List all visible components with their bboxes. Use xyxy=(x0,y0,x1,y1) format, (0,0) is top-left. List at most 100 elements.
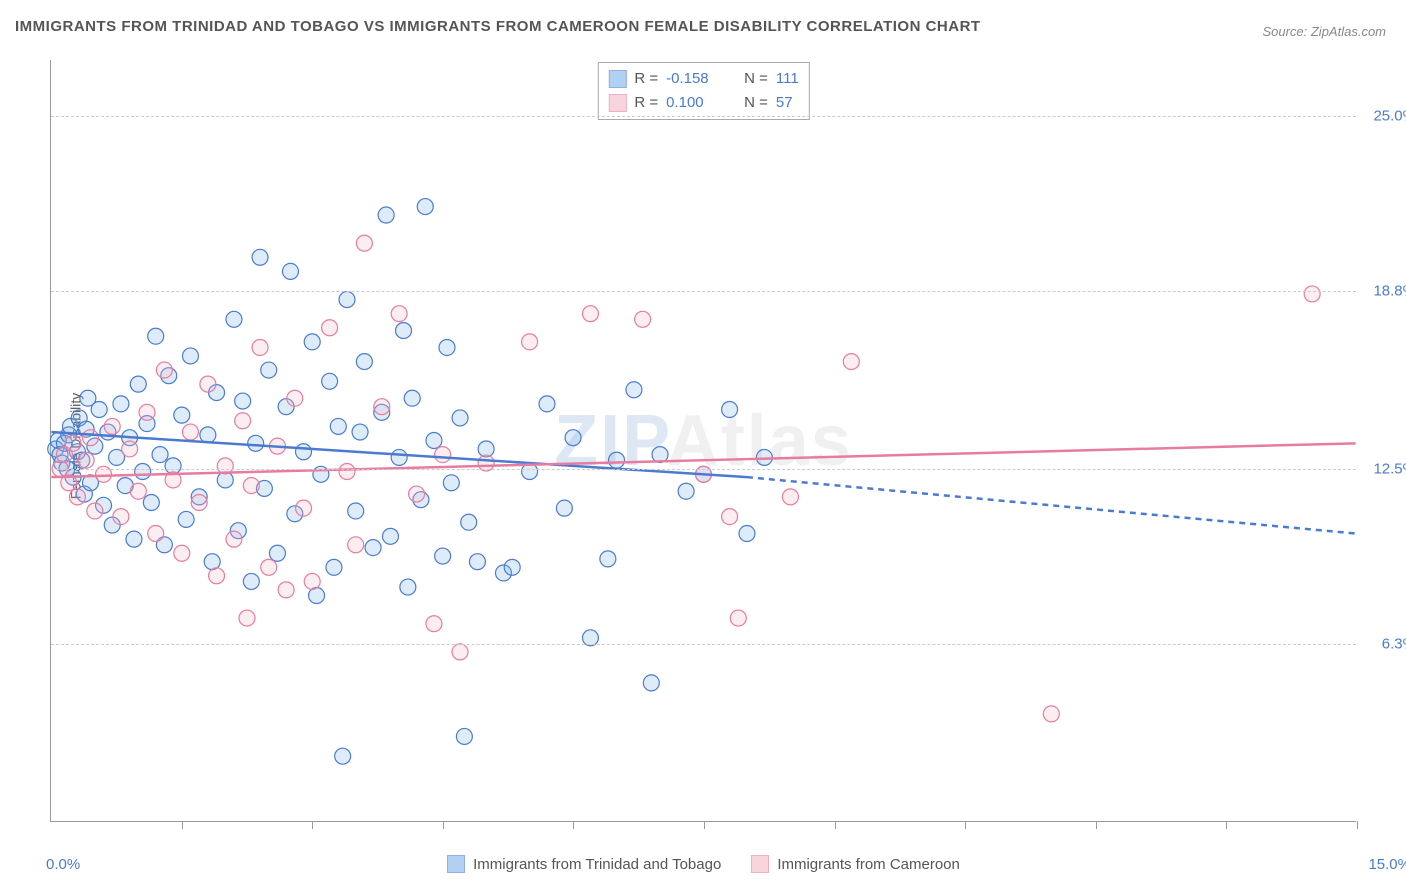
data-point-trinidad xyxy=(252,249,268,265)
y-tick-label: 12.5% xyxy=(1373,461,1406,478)
data-point-cameroon xyxy=(78,452,94,468)
data-point-trinidad xyxy=(348,503,364,519)
data-point-trinidad xyxy=(378,207,394,223)
data-point-cameroon xyxy=(348,537,364,553)
x-tick-label-right: 15.0% xyxy=(1368,856,1406,873)
data-point-trinidad xyxy=(722,402,738,418)
swatch-icon xyxy=(608,94,626,112)
x-tick xyxy=(182,821,183,829)
data-point-trinidad xyxy=(326,559,342,575)
x-tick xyxy=(1357,821,1358,829)
data-point-cameroon xyxy=(113,509,129,525)
x-tick xyxy=(1096,821,1097,829)
data-point-cameroon xyxy=(122,441,138,457)
data-point-trinidad xyxy=(565,430,581,446)
data-point-trinidad xyxy=(539,396,555,412)
data-point-trinidad xyxy=(178,511,194,527)
data-point-trinidad xyxy=(200,427,216,443)
n-label: N = xyxy=(744,91,768,115)
data-point-trinidad xyxy=(417,199,433,215)
data-point-cameroon xyxy=(722,509,738,525)
data-point-trinidad xyxy=(91,402,107,418)
data-point-trinidad xyxy=(365,540,381,556)
data-point-trinidad xyxy=(626,382,642,398)
data-point-cameroon xyxy=(239,610,255,626)
data-point-trinidad xyxy=(339,292,355,308)
trend-line-dash-trinidad xyxy=(747,477,1356,533)
data-point-trinidad xyxy=(226,311,242,327)
data-point-cameroon xyxy=(287,390,303,406)
gridline xyxy=(51,469,1356,470)
data-point-trinidad xyxy=(452,410,468,426)
data-point-cameroon xyxy=(409,486,425,502)
data-point-trinidad xyxy=(609,452,625,468)
n-value: 57 xyxy=(776,91,793,115)
gridline xyxy=(51,291,1356,292)
data-point-trinidad xyxy=(426,433,442,449)
data-point-trinidad xyxy=(739,526,755,542)
swatch-icon xyxy=(608,70,626,88)
data-point-cameroon xyxy=(235,413,251,429)
data-point-cameroon xyxy=(252,339,268,355)
data-point-trinidad xyxy=(322,373,338,389)
data-point-trinidad xyxy=(130,376,146,392)
gridline xyxy=(51,644,1356,645)
data-point-cameroon xyxy=(356,235,372,251)
data-point-trinidad xyxy=(643,675,659,691)
data-point-cameroon xyxy=(182,424,198,440)
n-label: N = xyxy=(744,67,768,91)
data-point-cameroon xyxy=(522,334,538,350)
data-point-cameroon xyxy=(582,306,598,322)
y-tick-label: 25.0% xyxy=(1373,108,1406,125)
data-point-cameroon xyxy=(226,531,242,547)
legend-corr-row-trinidad: R =-0.158N =111 xyxy=(608,67,798,91)
data-point-cameroon xyxy=(148,526,164,542)
gridline xyxy=(51,116,1356,117)
n-value: 111 xyxy=(776,67,799,91)
chart-svg xyxy=(51,60,1356,821)
legend-label: Immigrants from Trinidad and Tobago xyxy=(473,856,721,873)
data-point-trinidad xyxy=(235,393,251,409)
data-point-trinidad xyxy=(443,475,459,491)
data-point-trinidad xyxy=(152,447,168,463)
chart-title: IMMIGRANTS FROM TRINIDAD AND TOBAGO VS I… xyxy=(15,18,981,35)
data-point-cameroon xyxy=(1043,706,1059,722)
data-point-trinidad xyxy=(174,407,190,423)
data-point-cameroon xyxy=(87,503,103,519)
r-label: R = xyxy=(634,91,658,115)
x-tick xyxy=(573,821,574,829)
data-point-cameroon xyxy=(156,362,172,378)
data-point-trinidad xyxy=(356,354,372,370)
data-point-cameroon xyxy=(374,399,390,415)
data-point-trinidad xyxy=(309,588,325,604)
data-point-cameroon xyxy=(174,545,190,561)
x-tick xyxy=(704,821,705,829)
data-point-trinidad xyxy=(504,559,520,575)
data-point-cameroon xyxy=(104,418,120,434)
data-point-cameroon xyxy=(304,573,320,589)
chart-container: IMMIGRANTS FROM TRINIDAD AND TOBAGO VS I… xyxy=(0,0,1406,892)
data-point-trinidad xyxy=(396,323,412,339)
data-point-cameroon xyxy=(426,616,442,632)
x-tick xyxy=(1226,821,1227,829)
data-point-cameroon xyxy=(191,495,207,511)
data-point-trinidad xyxy=(330,418,346,434)
legend-item-cameroon: Immigrants from Cameroon xyxy=(751,855,960,873)
data-point-trinidad xyxy=(678,483,694,499)
x-tick xyxy=(965,821,966,829)
legend-series: Immigrants from Trinidad and Tobago Immig… xyxy=(51,855,1356,873)
data-point-trinidad xyxy=(296,444,312,460)
r-value: -0.158 xyxy=(666,67,726,91)
data-point-trinidad xyxy=(248,435,264,451)
data-point-trinidad xyxy=(335,748,351,764)
data-point-trinidad xyxy=(126,531,142,547)
data-point-cameroon xyxy=(139,404,155,420)
data-point-cameroon xyxy=(635,311,651,327)
data-point-trinidad xyxy=(204,554,220,570)
data-point-cameroon xyxy=(243,478,259,494)
data-point-trinidad xyxy=(352,424,368,440)
data-point-trinidad xyxy=(391,449,407,465)
legend-corr-row-cameroon: R =0.100N =57 xyxy=(608,91,798,115)
legend-correlation-box: R =-0.158N =111R =0.100N =57 xyxy=(597,62,809,120)
legend-label: Immigrants from Cameroon xyxy=(777,856,960,873)
